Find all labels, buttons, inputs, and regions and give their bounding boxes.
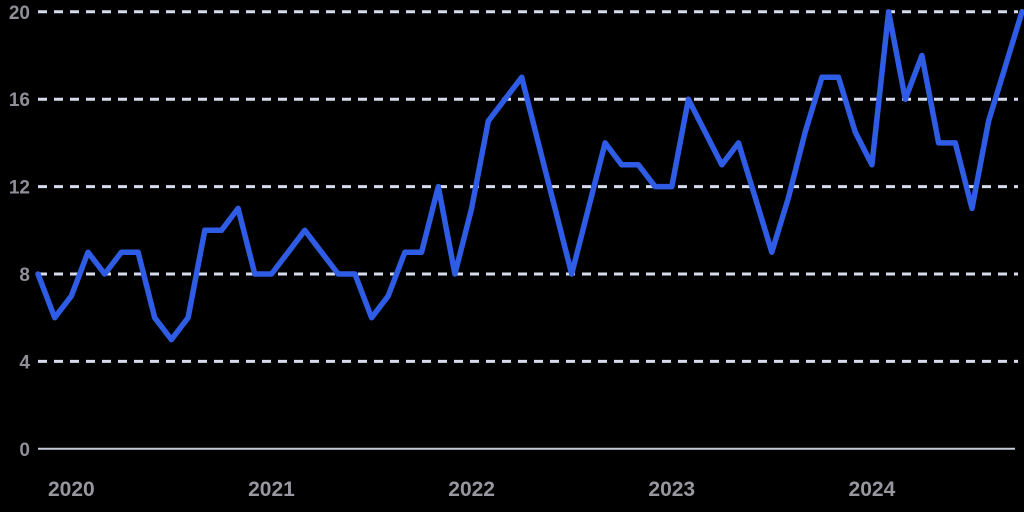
- data-series-line: [35, 9, 1024, 343]
- y-axis-tick-label-20: 20: [9, 3, 30, 24]
- y-axis-tick-label-8: 8: [19, 265, 30, 286]
- x-axis-year-label-2023: 2023: [648, 478, 695, 501]
- y-axis-tick-label-0: 0: [19, 440, 30, 461]
- x-axis-year-label-2022: 2022: [448, 478, 495, 501]
- x-axis-year-label-2021: 2021: [248, 478, 295, 501]
- x-axis-year-label-2020: 2020: [48, 478, 95, 501]
- y-axis-tick-label-16: 16: [9, 90, 30, 111]
- y-axis-tick-label-4: 4: [19, 352, 30, 373]
- y-axis-tick-label-12: 12: [9, 178, 30, 199]
- x-axis-year-label-2024: 2024: [849, 478, 896, 501]
